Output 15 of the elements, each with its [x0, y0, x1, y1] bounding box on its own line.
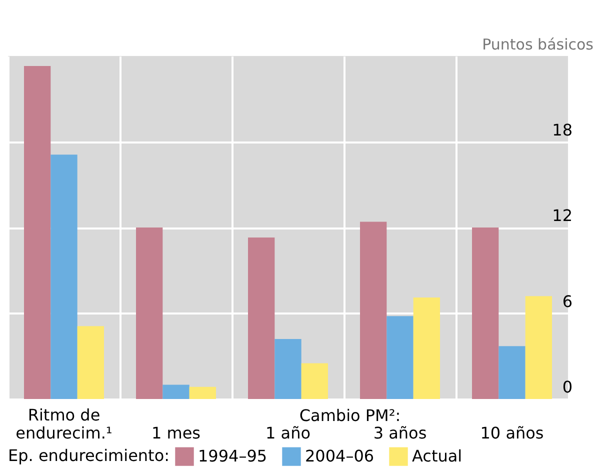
legend-label: Actual [412, 446, 462, 466]
y-tick-label: 6 [562, 292, 572, 311]
y-tick-label: 0 [562, 378, 572, 396]
y-axis-title: Puntos básicos [482, 36, 594, 54]
legend-label: 1994–95 [198, 446, 268, 466]
x-tick-label: 3 años [373, 424, 427, 442]
x-tick-label: Ritmo de endurecim.¹ [16, 406, 112, 442]
x-tick-label: 1 año [266, 424, 310, 442]
x-tick-label: 1 mes [151, 424, 201, 442]
legend-title: Ep. endurecimiento: [8, 446, 170, 465]
legend-label: 2004–06 [305, 446, 374, 466]
x-tick-label: 10 años [480, 424, 544, 442]
text: Cambio PM²: [299, 406, 401, 425]
y-tick-label: 12 [552, 206, 572, 225]
y-tick-label: 18 [552, 120, 572, 140]
